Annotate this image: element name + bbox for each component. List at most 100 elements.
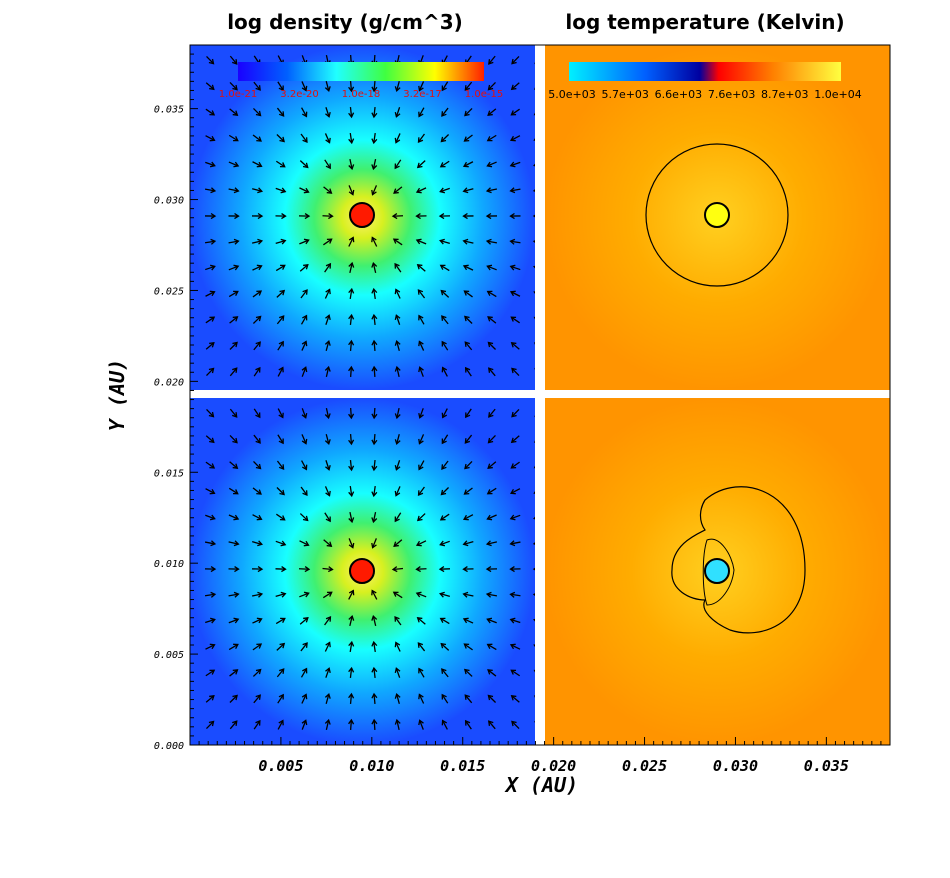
- velocity-arrow: [299, 617, 309, 625]
- velocity-arrow: [462, 264, 474, 271]
- velocity-arrow: [252, 487, 262, 495]
- velocity-arrow: [439, 540, 450, 547]
- velocity-arrow: [253, 434, 261, 444]
- velocity-arrow: [275, 160, 286, 168]
- velocity-arrow: [441, 366, 448, 377]
- velocity-arrow: [301, 340, 308, 351]
- density-colorbar-labels: 1.0e-21 3.2e-20 1.0e-18 3.2e-17 1.0e-15: [219, 89, 503, 100]
- velocity-arrow: [371, 287, 378, 300]
- sink-particle-top: [349, 202, 375, 228]
- velocity-arrow: [348, 589, 355, 600]
- velocity-arrow: [301, 408, 308, 419]
- velocity-arrow: [371, 589, 378, 600]
- velocity-arrow: [252, 668, 262, 677]
- velocity-arrow: [348, 538, 355, 549]
- velocity-arrow: [394, 693, 401, 704]
- temperature-contour-top: [645, 143, 789, 287]
- velocity-arrow: [488, 55, 496, 65]
- velocity-arrow: [485, 565, 498, 573]
- velocity-arrow: [464, 341, 473, 351]
- velocity-arrow: [252, 514, 263, 521]
- temperature-colorbar-tick: 5.7e+03: [601, 88, 648, 101]
- velocity-arrow: [371, 365, 378, 378]
- velocity-arrow: [440, 642, 450, 651]
- velocity-arrow: [276, 134, 285, 143]
- velocity-arrow: [205, 695, 215, 703]
- velocity-arrow: [438, 591, 450, 598]
- velocity-arrow: [371, 132, 378, 145]
- velocity-arrow: [253, 408, 261, 419]
- velocity-arrow: [277, 340, 284, 351]
- x-tick-label: 0.030: [713, 757, 758, 775]
- velocity-arrow: [416, 263, 426, 272]
- velocity-arrow: [206, 408, 215, 418]
- velocity-arrow: [510, 82, 520, 91]
- velocity-arrow: [509, 187, 521, 194]
- velocity-arrow: [371, 106, 378, 119]
- velocity-arrow: [205, 617, 216, 624]
- velocity-arrow: [439, 617, 450, 625]
- velocity-arrow: [324, 512, 331, 523]
- velocity-arrow: [418, 314, 425, 325]
- velocity-arrow: [371, 407, 378, 420]
- velocity-arrow: [324, 641, 331, 652]
- velocity-arrow: [324, 718, 331, 731]
- velocity-arrow: [371, 485, 378, 498]
- velocity-arrow: [228, 565, 240, 573]
- velocity-arrow: [486, 514, 497, 521]
- velocity-arrow: [394, 512, 402, 523]
- velocity-arrow: [229, 694, 238, 703]
- velocity-arrow: [348, 666, 355, 679]
- velocity-arrow: [416, 513, 426, 522]
- velocity-arrow: [392, 238, 403, 246]
- velocity-arrow: [486, 290, 497, 298]
- velocity-arrow: [348, 459, 355, 472]
- velocity-arrow: [463, 643, 473, 651]
- velocity-arrow: [441, 107, 449, 117]
- velocity-arrow: [463, 290, 473, 298]
- velocity-arrow: [439, 160, 450, 168]
- velocity-arrow: [462, 591, 474, 598]
- velocity-arrow: [300, 642, 308, 652]
- velocity-arrow: [394, 339, 401, 351]
- velocity-arrow: [324, 693, 331, 704]
- velocity-arrow: [510, 488, 521, 495]
- inner-contour-bottom: [702, 538, 735, 606]
- velocity-arrow: [301, 719, 308, 730]
- velocity-arrow: [252, 617, 263, 624]
- velocity-arrow: [393, 186, 403, 194]
- velocity-arrow: [205, 316, 216, 324]
- velocity-arrow: [509, 238, 521, 245]
- velocity-arrow: [348, 640, 355, 653]
- velocity-arrow: [348, 261, 355, 274]
- velocity-arrow: [348, 485, 355, 498]
- velocity-arrow: [391, 213, 404, 220]
- velocity-arrow: [394, 288, 401, 299]
- velocity-arrow: [371, 261, 378, 274]
- velocity-arrow: [462, 617, 474, 624]
- temperature-colorbar-tick: 5.0e+03: [548, 88, 595, 101]
- x-tick-label: 0.015: [440, 757, 485, 775]
- velocity-arrow: [509, 514, 521, 521]
- velocity-arrow: [371, 158, 378, 171]
- velocity-arrow: [418, 719, 424, 730]
- velocity-arrow: [204, 238, 217, 245]
- velocity-arrow: [486, 617, 497, 624]
- velocity-arrow: [487, 720, 496, 730]
- velocity-arrow: [251, 187, 264, 194]
- velocity-arrow: [509, 290, 521, 297]
- velocity-arrow: [371, 538, 377, 549]
- velocity-arrow: [441, 460, 449, 470]
- velocity-arrow: [438, 566, 451, 573]
- velocity-arrow: [348, 185, 355, 196]
- velocity-arrow: [485, 591, 498, 598]
- temperature-colorbar: [569, 62, 841, 81]
- density-colorbar-tick: 3.2e-17: [403, 89, 441, 100]
- density-colorbar-tick: 1.0e-18: [342, 89, 380, 100]
- cold-sink-bottom: [704, 558, 730, 584]
- velocity-arrow: [418, 434, 425, 445]
- velocity-arrow: [462, 212, 474, 220]
- velocity-arrow: [276, 460, 285, 470]
- velocity-arrow: [510, 435, 520, 444]
